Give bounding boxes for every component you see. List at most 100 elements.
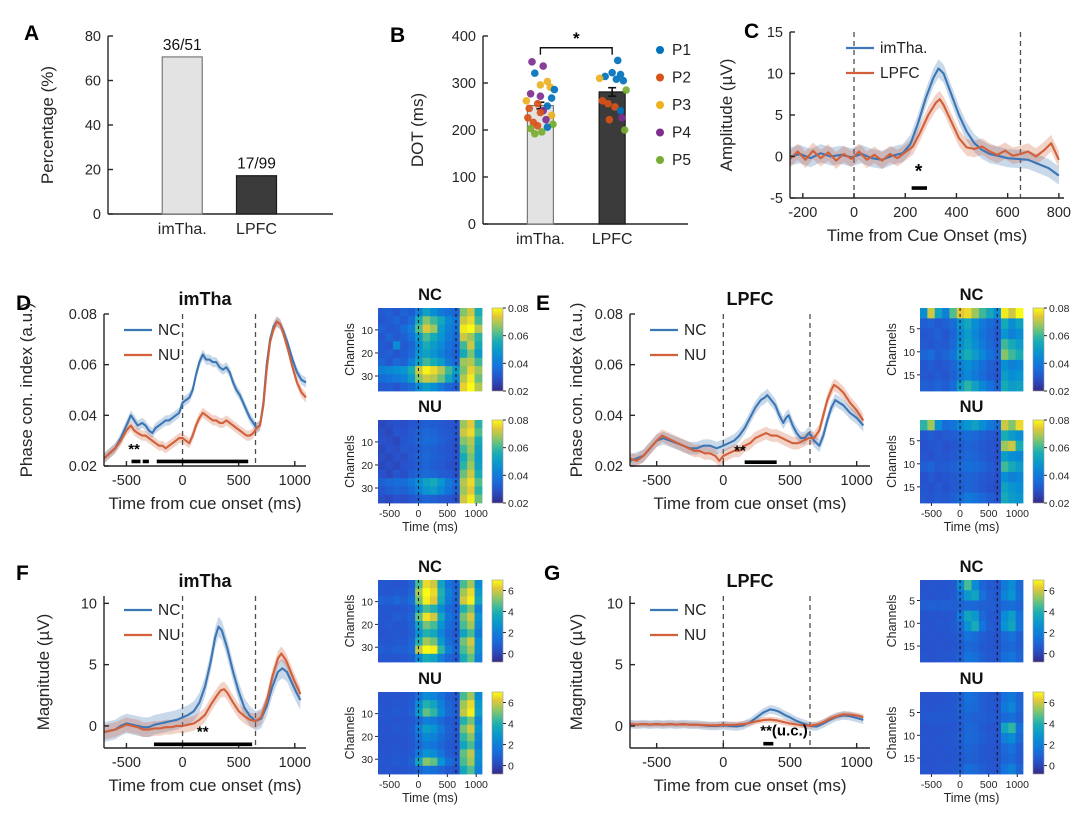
svg-text:1000: 1000 — [1006, 779, 1030, 791]
panel-b-dot-bar-chart: 0 100 200 300 400 DOT (ms) imTha. LPFC * P1 P2 P3 P4… — [408, 29, 691, 248]
svg-text:P1: P1 — [672, 42, 691, 59]
svg-text:Channels: Channels — [343, 707, 357, 760]
svg-text:0.06: 0.06 — [508, 443, 529, 455]
svg-text:0.06: 0.06 — [69, 358, 97, 374]
svg-text:0.04: 0.04 — [1049, 358, 1070, 370]
svg-text:NC: NC — [960, 558, 984, 576]
svg-text:0.02: 0.02 — [508, 386, 529, 398]
svg-text:4: 4 — [508, 607, 514, 619]
svg-text:200: 200 — [893, 205, 917, 221]
svg-text:**(u.c.): **(u.c.) — [760, 723, 808, 740]
svg-text:0: 0 — [416, 779, 422, 791]
svg-text:20: 20 — [361, 460, 373, 472]
svg-text:NC: NC — [960, 286, 984, 304]
svg-text:Phase con. index (a.u.): Phase con. index (a.u.) — [567, 303, 586, 478]
svg-text:600: 600 — [996, 205, 1020, 221]
svg-text:0.02: 0.02 — [1049, 498, 1070, 510]
svg-text:15: 15 — [903, 641, 915, 653]
svg-text:**: ** — [734, 442, 746, 459]
svg-text:NU: NU — [158, 347, 180, 364]
svg-text:Time from cue onset (ms): Time from cue onset (ms) — [653, 776, 846, 795]
svg-text:1000: 1000 — [279, 473, 311, 489]
svg-text:5: 5 — [909, 708, 915, 720]
svg-text:4: 4 — [1049, 719, 1055, 731]
svg-text:LPFC: LPFC — [727, 571, 774, 591]
svg-text:0: 0 — [1049, 649, 1055, 661]
svg-text:Time (ms): Time (ms) — [402, 791, 458, 805]
svg-text:DOT (ms): DOT (ms) — [408, 93, 427, 167]
svg-text:NC: NC — [418, 286, 442, 304]
svg-text:15: 15 — [903, 753, 915, 765]
svg-text:4: 4 — [508, 719, 514, 731]
svg-text:500: 500 — [778, 473, 802, 489]
svg-text:15: 15 — [903, 370, 915, 382]
svg-text:10: 10 — [903, 618, 915, 630]
svg-text:800: 800 — [1047, 205, 1071, 221]
svg-text:30: 30 — [361, 371, 373, 383]
svg-text:-500: -500 — [112, 755, 141, 771]
svg-text:NU: NU — [684, 627, 706, 644]
svg-text:0: 0 — [508, 649, 514, 661]
svg-text:P5: P5 — [672, 152, 691, 169]
svg-text:0.04: 0.04 — [1049, 470, 1070, 482]
svg-text:1000: 1000 — [465, 508, 489, 520]
svg-text:0.04: 0.04 — [508, 470, 529, 482]
svg-text:NU: NU — [960, 670, 984, 688]
svg-text:NC: NC — [158, 322, 180, 339]
svg-text:1000: 1000 — [279, 755, 311, 771]
svg-text:5: 5 — [909, 596, 915, 608]
svg-text:NC: NC — [158, 602, 180, 619]
svg-text:NC: NC — [684, 322, 706, 339]
svg-text:Magnitude (µV): Magnitude (µV) — [34, 614, 53, 731]
svg-text:0.06: 0.06 — [595, 358, 623, 374]
svg-text:Phase con. index (a.u.): Phase con. index (a.u.) — [17, 303, 36, 478]
panel-e-heatmap-nc: NC 5 10 15 Channels 0.02 0.04 0.06 0.08 — [885, 286, 1070, 398]
panel-a-bar-chart: 0 20 40 60 80 Percentage (%) 36/51 imTha. 17/99 L… — [38, 29, 333, 238]
svg-text:200: 200 — [452, 123, 476, 139]
svg-text:0.08: 0.08 — [508, 415, 529, 427]
svg-text:10: 10 — [903, 459, 915, 471]
panel-e-heatmap-nu: NU 5 10 15 Channels -500 0 500 1000 Time (ms) 0.02… — [885, 398, 1070, 534]
svg-text:30: 30 — [361, 754, 373, 766]
svg-text:0: 0 — [93, 207, 101, 223]
svg-text:-500: -500 — [642, 473, 671, 489]
svg-text:0: 0 — [89, 719, 97, 735]
panel-c-erp-line-chart: -5 0 5 10 15 -200 0 200 400 600 800 Amplitude (µV) T… — [717, 25, 1071, 245]
svg-text:1000: 1000 — [841, 755, 873, 771]
svg-text:imTha.: imTha. — [516, 231, 565, 248]
svg-text:Channels: Channels — [885, 595, 899, 648]
svg-text:500: 500 — [227, 755, 251, 771]
svg-text:10: 10 — [361, 597, 373, 609]
svg-text:6: 6 — [1049, 586, 1055, 598]
svg-text:0.08: 0.08 — [508, 303, 529, 315]
svg-text:0.06: 0.06 — [1049, 331, 1070, 343]
svg-text:-5: -5 — [770, 191, 783, 207]
svg-text:0: 0 — [508, 761, 514, 773]
panel-letter-c: C — [744, 20, 760, 43]
panel-f-heatmap-nc: NC 10 20 30 Channels 0 2 4 6 — [343, 558, 514, 663]
svg-text:5: 5 — [775, 108, 783, 124]
svg-text:0: 0 — [775, 150, 783, 166]
panel-letter-a: A — [24, 22, 40, 45]
panel-letter-f: F — [16, 562, 29, 585]
panel-letter-d: D — [16, 292, 32, 315]
svg-text:5: 5 — [909, 436, 915, 448]
svg-text:Time from cue onset (ms): Time from cue onset (ms) — [108, 494, 301, 513]
svg-text:Time (ms): Time (ms) — [944, 791, 1000, 805]
svg-text:10: 10 — [767, 67, 783, 83]
svg-text:10: 10 — [81, 596, 97, 612]
svg-text:-500: -500 — [112, 473, 141, 489]
svg-text:80: 80 — [85, 29, 101, 45]
svg-text:-500: -500 — [921, 779, 942, 791]
svg-text:0.08: 0.08 — [1049, 415, 1070, 427]
svg-text:36/51: 36/51 — [163, 37, 202, 54]
svg-text:10: 10 — [903, 730, 915, 742]
svg-text:-500: -500 — [379, 779, 400, 791]
svg-text:LPFC: LPFC — [236, 221, 277, 238]
svg-text:400: 400 — [944, 205, 968, 221]
svg-text:imTha: imTha — [178, 289, 232, 309]
svg-text:0.04: 0.04 — [69, 408, 97, 424]
svg-text:0.02: 0.02 — [69, 459, 97, 475]
svg-text:Magnitude (µV): Magnitude (µV) — [567, 614, 586, 731]
